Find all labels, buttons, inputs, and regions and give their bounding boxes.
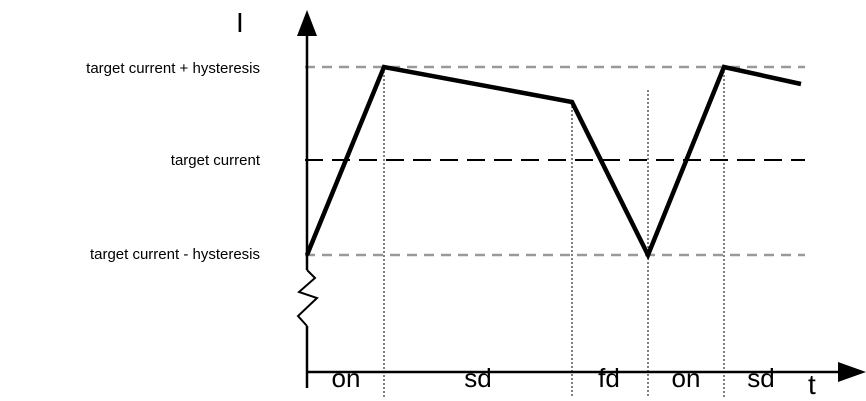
- y-axis-arrow: [297, 10, 317, 36]
- current-waveform: [304, 64, 802, 261]
- phase-label-sd: sd: [464, 363, 491, 393]
- axis-break-marker: [296, 269, 319, 327]
- lower-level-label: target current - hysteresis: [90, 246, 260, 263]
- phase-label-on: on: [672, 363, 701, 393]
- phase-label-on: on: [332, 363, 361, 393]
- y-axis-label: I: [236, 7, 244, 38]
- x-axis-label: t: [808, 369, 816, 400]
- phase-label-sd: sd: [747, 363, 774, 393]
- x-axis-arrow: [838, 362, 866, 382]
- upper-level-label: target current + hysteresis: [86, 60, 260, 77]
- target-level-label: target current: [171, 152, 261, 169]
- phase-label-fd: fd: [598, 363, 620, 393]
